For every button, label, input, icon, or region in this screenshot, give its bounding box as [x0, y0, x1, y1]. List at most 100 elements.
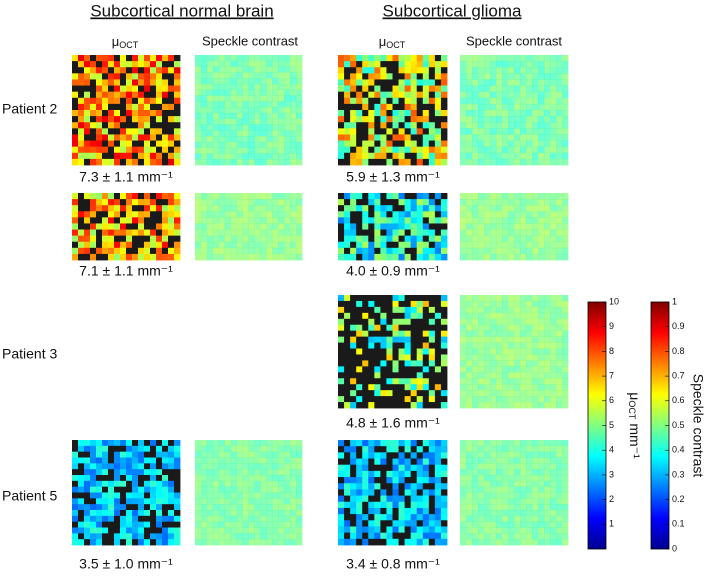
image-pixel	[150, 498, 157, 505]
image-pixel	[526, 79, 533, 86]
image-pixel	[386, 241, 393, 249]
image-pixel	[440, 324, 448, 332]
image-pixel	[374, 193, 381, 200]
image-pixel	[218, 112, 226, 120]
image-pixel	[290, 253, 297, 261]
image-pixel	[284, 124, 291, 131]
image-pixel	[260, 159, 267, 166]
image-pixel	[114, 533, 121, 540]
image-pixel	[84, 122, 91, 129]
image-pixel	[174, 440, 181, 447]
image-pixel	[368, 458, 375, 466]
image-pixel	[200, 83, 208, 91]
image-pixel	[114, 146, 121, 154]
image-pixel	[526, 223, 533, 230]
image-pixel	[514, 372, 521, 379]
image-pixel	[422, 354, 430, 361]
image-pixel	[195, 141, 202, 149]
image-pixel	[362, 526, 369, 534]
image-pixel	[338, 199, 345, 206]
image-pixel	[392, 402, 399, 409]
tick-label: 10	[609, 296, 619, 306]
image-pixel	[410, 223, 418, 230]
image-pixel	[260, 235, 267, 243]
image-pixel	[138, 199, 145, 206]
image-pixel	[398, 360, 406, 367]
image-pixel	[392, 247, 399, 255]
image-pixel	[362, 253, 369, 261]
image-pixel	[416, 140, 424, 148]
image-pixel	[478, 504, 485, 511]
image-pixel	[428, 128, 436, 135]
image-pixel	[84, 103, 91, 111]
image-pixel	[496, 366, 503, 373]
image-pixel	[466, 354, 473, 361]
image-pixel	[368, 330, 375, 338]
image-pixel	[344, 229, 351, 237]
image-pixel	[114, 480, 121, 488]
image-pixel	[562, 402, 569, 409]
image-pixel	[120, 533, 127, 540]
image-pixel	[218, 55, 226, 62]
image-pixel	[460, 79, 467, 86]
image-pixel	[520, 396, 527, 403]
image-pixel	[132, 223, 139, 230]
image-pixel	[248, 147, 255, 154]
image-pixel	[374, 372, 381, 379]
image-pixel	[374, 116, 381, 123]
image-pixel	[90, 504, 97, 511]
image-pixel	[236, 515, 243, 523]
image-pixel	[532, 527, 539, 534]
image-pixel	[556, 73, 563, 80]
image-pixel	[150, 61, 157, 68]
image-pixel	[416, 110, 424, 117]
image-pixel	[502, 122, 509, 129]
image-pixel	[296, 457, 303, 464]
image-pixel	[550, 533, 557, 540]
image-pixel	[526, 97, 533, 105]
image-pixel	[484, 67, 491, 74]
image-pixel	[212, 515, 220, 523]
image-pixel	[496, 396, 503, 403]
image-pixel	[120, 486, 127, 493]
image-pixel	[562, 336, 569, 343]
image-pixel	[120, 103, 127, 111]
image-pixel	[200, 510, 208, 517]
image-pixel	[114, 199, 121, 206]
image-pixel	[338, 390, 345, 397]
image-pixel	[410, 501, 418, 509]
image-pixel	[508, 91, 515, 99]
image-pixel	[272, 89, 279, 96]
image-pixel	[278, 457, 285, 464]
image-pixel	[398, 134, 406, 141]
image-pixel	[236, 95, 243, 102]
image-pixel	[472, 475, 479, 482]
image-pixel	[144, 73, 151, 80]
image-pixel	[386, 312, 393, 320]
image-pixel	[248, 253, 255, 261]
image-pixel	[368, 507, 375, 515]
image-pixel	[78, 229, 85, 237]
image-pixel	[132, 539, 139, 546]
image-pixel	[434, 477, 442, 484]
image-pixel	[168, 469, 175, 476]
image-pixel	[472, 533, 479, 540]
image-pixel	[562, 463, 569, 470]
image-pixel	[296, 78, 303, 85]
image-pixel	[428, 79, 436, 86]
image-pixel	[532, 235, 539, 243]
image-pixel	[156, 229, 163, 237]
image-pixel	[144, 515, 151, 523]
tick-label: 7	[609, 370, 614, 380]
image-pixel	[278, 60, 285, 67]
image-pixel	[200, 515, 208, 523]
image-pixel	[472, 312, 479, 320]
image-pixel	[236, 469, 243, 476]
image-pixel	[126, 486, 133, 493]
image-pixel	[368, 217, 375, 224]
image-pixel	[460, 128, 467, 135]
image-pixel	[144, 445, 151, 453]
image-pixel	[212, 235, 220, 243]
image-pixel	[144, 521, 151, 528]
image-pixel	[434, 378, 442, 385]
